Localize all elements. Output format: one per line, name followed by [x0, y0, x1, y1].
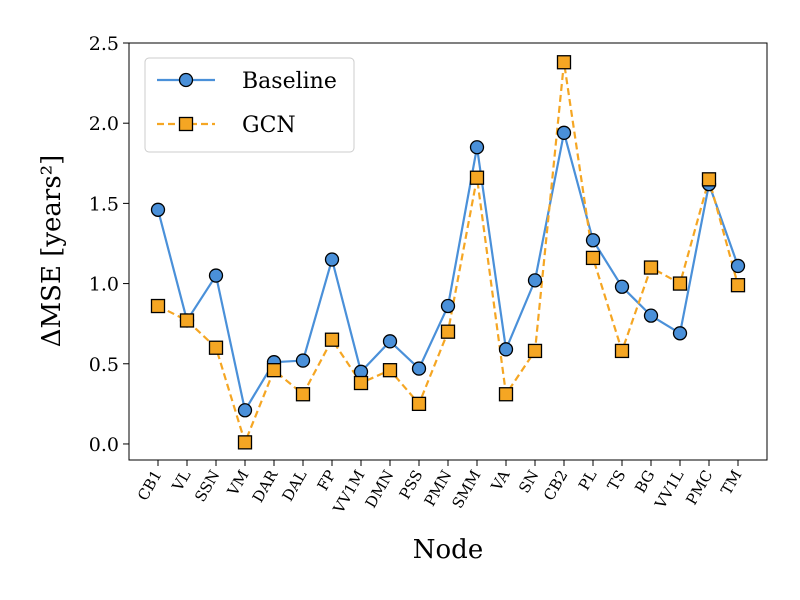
data-point-baseline: [382, 334, 398, 349]
data-point-gcn: [730, 278, 746, 293]
data-point-gcn: [527, 343, 543, 359]
data-point-baseline: [324, 252, 340, 267]
data-point-baseline: [237, 403, 253, 418]
legend-box: [144, 57, 355, 153]
data-point-gcn: [324, 332, 340, 347]
data-point-baseline: [527, 273, 543, 288]
data-point-gcn: [150, 298, 166, 314]
y-tick-label: 0.0: [89, 434, 119, 456]
data-point-baseline: [498, 342, 514, 357]
data-point-baseline: [585, 233, 601, 248]
data-point-gcn: [701, 172, 717, 187]
data-point-gcn: [643, 260, 659, 275]
legend-gcn-marker: [178, 116, 194, 132]
x-tick-label: VM: [223, 467, 252, 500]
x-tick-label: TM: [717, 467, 745, 498]
x-tick-label: DMN: [362, 467, 398, 511]
data-point-gcn: [440, 324, 456, 339]
y-axis-title: ΔMSE [years²]: [37, 155, 67, 348]
data-point-gcn: [469, 170, 485, 185]
data-point-baseline: [469, 140, 485, 155]
data-point-gcn: [179, 313, 195, 328]
data-point-baseline: [643, 308, 659, 323]
x-tick-label: SN: [515, 467, 542, 496]
legend-baseline-marker: [178, 72, 194, 88]
x-tick-label: CB2: [540, 467, 572, 504]
data-point-gcn: [237, 435, 253, 450]
data-point-baseline: [295, 353, 311, 368]
data-point-gcn: [672, 276, 688, 291]
data-point-gcn: [585, 250, 601, 266]
x-tick-label: CB1: [134, 467, 166, 504]
x-tick-label: FP: [314, 467, 340, 494]
data-point-gcn: [411, 396, 427, 412]
x-tick-label: VA: [487, 467, 513, 495]
legend: Baseline GCN: [144, 57, 355, 153]
x-tick-label: VL: [168, 467, 195, 495]
data-point-gcn: [382, 363, 398, 378]
data-point-baseline: [556, 125, 572, 140]
y-tick-label: 1.5: [89, 193, 119, 215]
y-axis: 0.0 0.5 1.0 1.5 2.0 2.5: [89, 33, 129, 456]
data-point-gcn: [208, 340, 224, 355]
y-tick-label: 0.5: [89, 354, 119, 376]
x-tick-label: TS: [604, 467, 630, 494]
y-tick-label: 2.0: [89, 113, 119, 135]
data-point-baseline: [614, 279, 630, 294]
data-point-baseline: [150, 202, 166, 217]
x-tick-label: VV1L: [651, 467, 688, 513]
data-point-baseline: [730, 258, 746, 274]
y-tick-label: 2.5: [89, 33, 119, 55]
data-point-gcn: [353, 375, 369, 391]
data-point-baseline: [672, 326, 688, 341]
data-point-gcn: [295, 387, 311, 402]
x-tick-label: DAL: [278, 467, 310, 504]
data-point-gcn: [498, 387, 514, 402]
data-point-baseline: [440, 298, 456, 314]
data-point-gcn: [556, 55, 572, 70]
x-tick-label: PMC: [682, 467, 716, 508]
data-point-baseline: [411, 361, 427, 376]
x-tick-label: DAR: [249, 466, 282, 505]
series-layer: [150, 55, 746, 450]
data-point-gcn: [614, 343, 630, 359]
x-tick-label: SSN: [191, 467, 223, 505]
x-axis-title: Node: [413, 535, 483, 565]
x-tick-label: BG: [631, 467, 658, 496]
x-tick-label: SMM: [448, 467, 484, 512]
x-tick-label: PL: [575, 467, 601, 493]
data-point-gcn: [266, 363, 282, 378]
legend-baseline-label: Baseline: [242, 69, 337, 94]
data-point-baseline: [208, 268, 224, 283]
y-tick-label: 1.0: [89, 274, 119, 296]
legend-gcn-label: GCN: [242, 113, 296, 138]
